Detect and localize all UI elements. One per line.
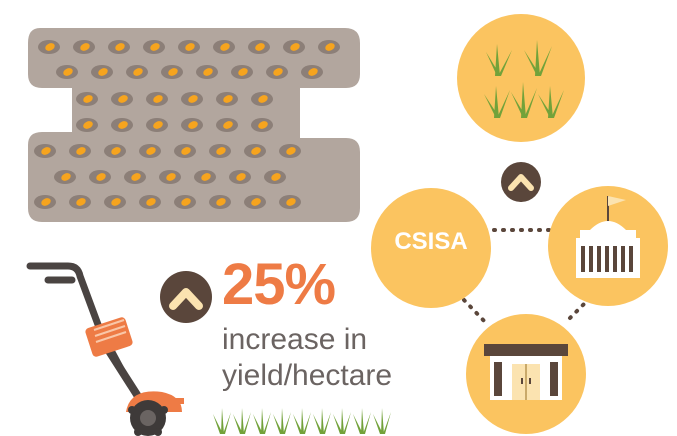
shop-icon	[484, 344, 568, 400]
seed	[238, 68, 248, 76]
grass-tuft	[313, 408, 331, 434]
seed	[185, 43, 195, 51]
tiller-icon	[26, 262, 184, 436]
seed	[63, 68, 73, 76]
grass-tuft	[333, 408, 351, 434]
seed	[181, 147, 191, 155]
government-circle	[548, 186, 668, 306]
crop-circle	[457, 14, 585, 142]
seed	[45, 43, 55, 51]
seed	[286, 147, 296, 155]
seed	[286, 198, 296, 206]
grass-tuft	[233, 408, 251, 434]
seed	[131, 173, 141, 181]
seed	[76, 147, 86, 155]
government-building-icon	[576, 196, 640, 278]
seed	[251, 147, 261, 155]
seed	[80, 43, 90, 51]
increase-badge	[160, 271, 212, 323]
grass-tuft	[293, 408, 311, 434]
seed	[61, 173, 71, 181]
grass-tuft	[353, 408, 371, 434]
seed	[153, 95, 163, 103]
grass-tuft	[213, 408, 231, 434]
seed	[111, 147, 121, 155]
seed	[83, 95, 93, 103]
seed	[255, 43, 265, 51]
grass-tuft	[273, 408, 291, 434]
seed	[216, 198, 226, 206]
seed	[115, 43, 125, 51]
seed	[223, 95, 233, 103]
seed	[150, 43, 160, 51]
seed	[41, 147, 51, 155]
seed	[188, 121, 198, 129]
seed	[236, 173, 246, 181]
planted-field-icon	[28, 28, 360, 222]
seed	[83, 121, 93, 129]
seed	[251, 198, 261, 206]
seed	[168, 68, 178, 76]
stat-line-1: increase in	[222, 323, 368, 356]
seed	[220, 43, 230, 51]
seed	[146, 147, 156, 155]
seed	[325, 43, 335, 51]
seed	[308, 68, 318, 76]
seed	[153, 121, 163, 129]
seed	[111, 198, 121, 206]
chevron-up-icon	[169, 288, 203, 310]
stat-line-2: yield/hectare	[222, 359, 393, 392]
seed	[258, 121, 268, 129]
seed	[290, 43, 300, 51]
seed	[41, 198, 51, 206]
seed	[223, 121, 233, 129]
seed	[188, 95, 198, 103]
csisa-circle	[371, 188, 491, 308]
stat-percent: 25%	[222, 252, 336, 317]
seed	[133, 68, 143, 76]
grass-tuft	[253, 408, 271, 434]
crop-icon	[484, 40, 564, 118]
seed	[273, 68, 283, 76]
seed	[118, 95, 128, 103]
seed	[76, 198, 86, 206]
grass-row	[213, 408, 391, 434]
seed	[181, 198, 191, 206]
seed	[118, 121, 128, 129]
seed	[96, 173, 106, 181]
seed	[201, 173, 211, 181]
grass-tuft	[373, 408, 391, 434]
chevron-up-icon	[508, 174, 534, 191]
seed	[258, 95, 268, 103]
up-badge	[501, 162, 541, 202]
seed	[98, 68, 108, 76]
seed	[271, 173, 281, 181]
seed	[146, 198, 156, 206]
market-circle	[466, 314, 586, 434]
seed	[216, 147, 226, 155]
stat-description: increase in yield/hectare	[222, 322, 392, 394]
seed	[203, 68, 213, 76]
csisa-label: CSISA	[394, 228, 468, 255]
seed	[166, 173, 176, 181]
